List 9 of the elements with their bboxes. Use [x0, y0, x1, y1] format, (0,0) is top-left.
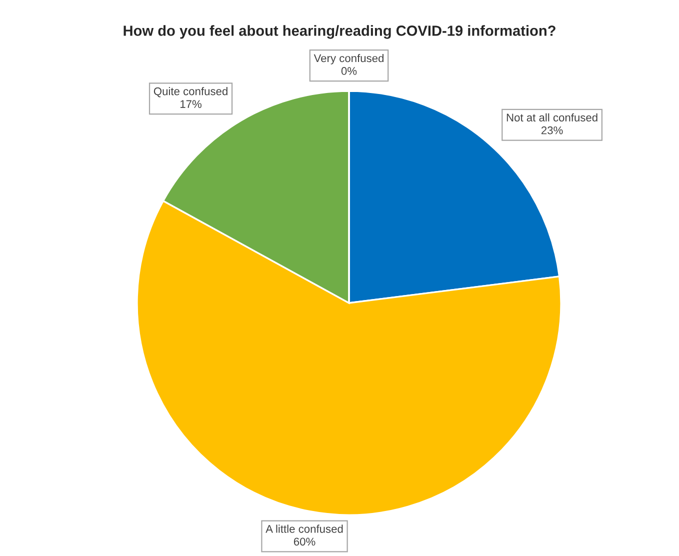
category-label: Very confused — [314, 54, 384, 64]
data-label: 60% — [294, 538, 316, 546]
data-label: 17% — [180, 100, 202, 108]
slice-label: Quite confused — [154, 87, 228, 98]
slice-label: Not at all confused — [506, 113, 598, 122]
chart-title: How do you feel about hearing/reading COVID-19 information? — [124, 25, 556, 39]
data-label: 23% — [541, 126, 563, 134]
text: 0% — [341, 67, 357, 75]
slice-label: A little confused — [266, 524, 343, 533]
